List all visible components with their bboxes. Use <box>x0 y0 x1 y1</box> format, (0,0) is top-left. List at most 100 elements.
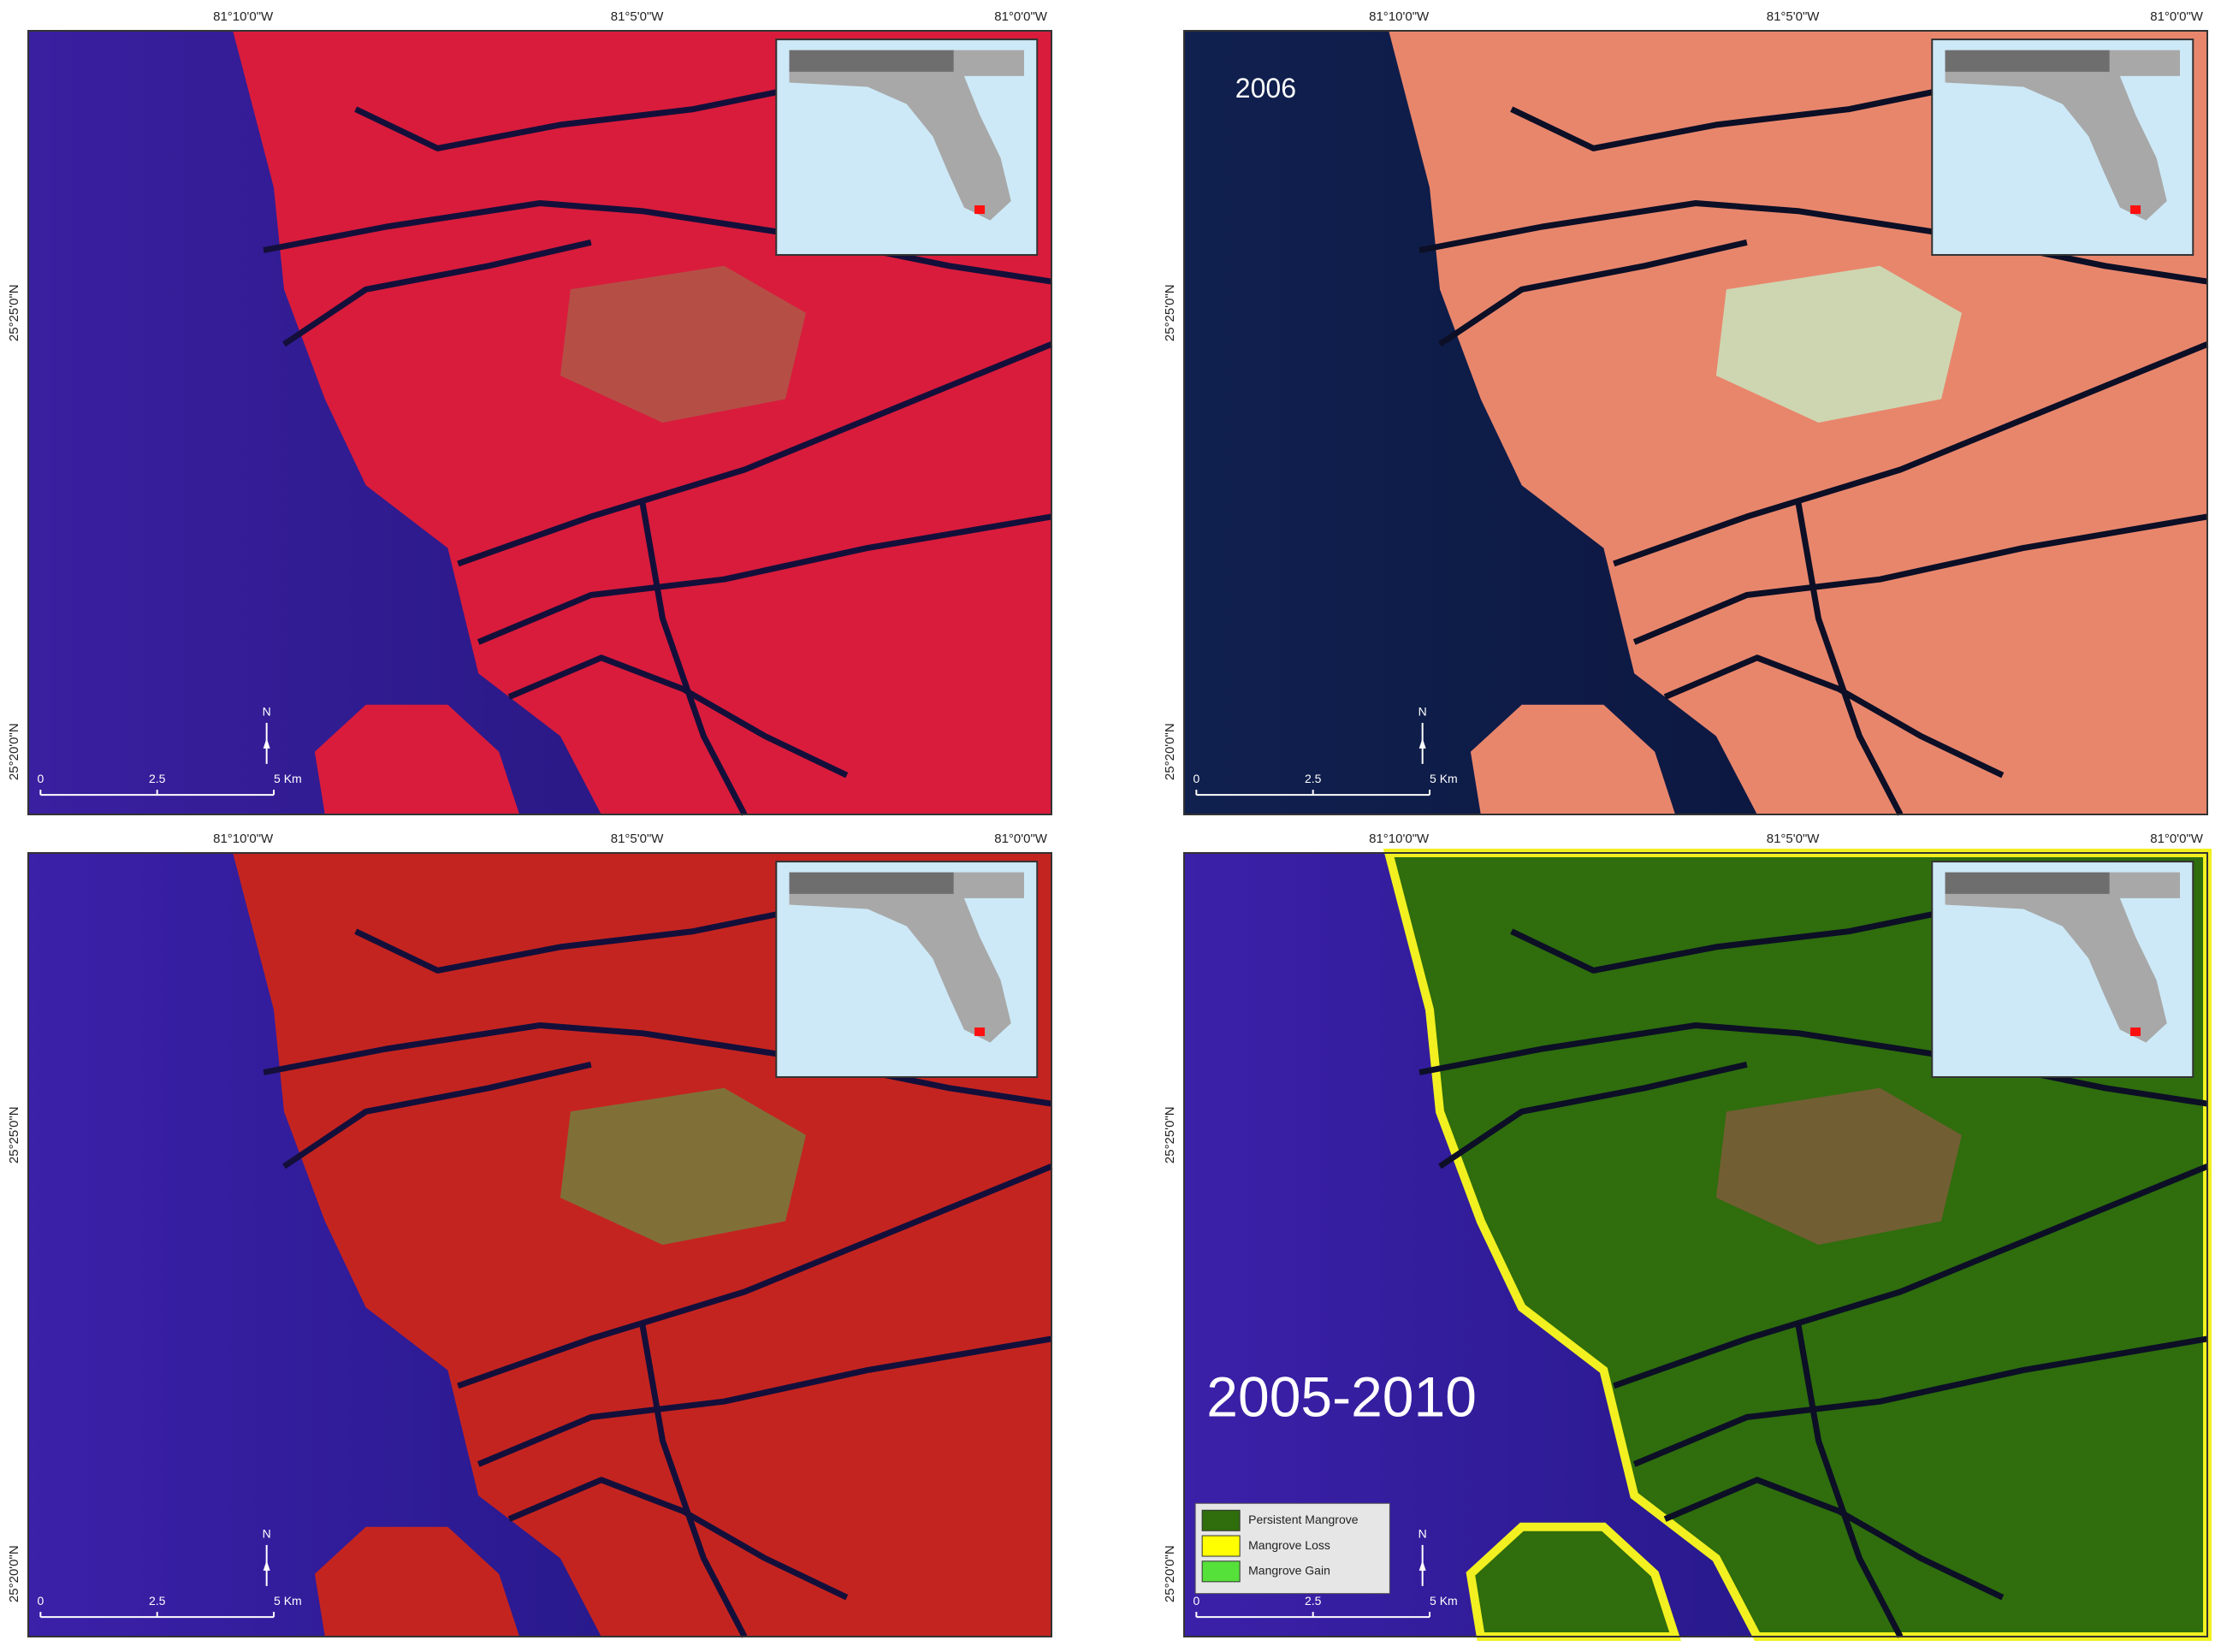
latitude-label: 25°25'0"N <box>1163 284 1177 341</box>
latitude-label: 25°25'0"N <box>7 1106 21 1164</box>
frame <box>1183 852 2208 1637</box>
north-label: N <box>1418 705 1427 719</box>
land-patch <box>1715 265 1962 423</box>
panel-label: 2006 <box>1235 73 1296 104</box>
map-panel: 81°10'0"W 81°5'0"W 81°0'0"W 25°25'0"N 25°20'… <box>7 832 1053 1638</box>
channel <box>507 1477 849 1601</box>
longitude-label: 81°5'0"W <box>611 9 665 24</box>
longitude-label: 81°10'0"W <box>213 9 274 24</box>
inset-map <box>1931 38 2194 256</box>
channel <box>477 513 1052 645</box>
channel <box>1418 200 2208 285</box>
channel <box>1613 341 2209 567</box>
longitude-label: 81°5'0"W <box>611 832 665 846</box>
land <box>1470 704 1676 814</box>
inset-land-north <box>789 872 954 894</box>
land-patch <box>560 1087 806 1245</box>
channel <box>1613 1164 2209 1389</box>
channel <box>1510 74 2004 151</box>
north-label: N <box>263 1527 271 1541</box>
channel <box>354 897 848 974</box>
north-label: N <box>263 705 271 719</box>
inset-map <box>1931 861 2194 1078</box>
scale-label: 0 <box>37 1594 44 1608</box>
panel-label: 2005-2010 <box>1206 1365 1477 1429</box>
north-arrow-head <box>1418 737 1426 749</box>
channel <box>639 1323 748 1638</box>
north-arrow-head <box>1418 1560 1426 1571</box>
study-area <box>974 205 986 215</box>
longitude-label: 81°10'0"W <box>1369 832 1430 846</box>
inset-map <box>775 861 1039 1078</box>
latitude-label: 25°20'0"N <box>7 723 21 780</box>
channel <box>1510 897 2004 974</box>
channel <box>1795 500 1904 816</box>
longitude-label: 81°10'0"W <box>213 832 274 846</box>
latitude-label: 25°25'0"N <box>1163 1106 1177 1164</box>
channel <box>639 500 748 816</box>
inset-land <box>1945 50 2181 221</box>
inset-land-north <box>1945 872 2110 894</box>
longitude-label: 81°0'0"W <box>994 832 1048 846</box>
channel <box>1663 1477 2005 1601</box>
channel <box>1795 1323 1904 1638</box>
longitude-label: 81°0'0"W <box>2150 832 2204 846</box>
channel <box>282 239 592 347</box>
channel <box>282 1061 592 1169</box>
study-area <box>974 1027 986 1037</box>
legend-swatch <box>1201 1535 1241 1557</box>
scale-label: 0 <box>1193 772 1199 785</box>
longitude-label: 81°5'0"W <box>1767 832 1821 846</box>
longitude-label: 81°5'0"W <box>1767 9 1821 24</box>
frame <box>27 30 1052 815</box>
inset-land-north <box>789 50 954 72</box>
scale-label: 5 Km <box>1430 772 1458 785</box>
frame <box>27 852 1052 1637</box>
channel <box>263 200 1052 285</box>
land <box>314 1526 520 1637</box>
channel <box>354 74 848 151</box>
north-arrow-head <box>263 737 270 749</box>
legend-swatch <box>1201 1560 1241 1583</box>
scale-label: 2.5 <box>1305 1594 1322 1608</box>
channel <box>1438 1061 1748 1169</box>
north-arrow-head <box>263 1560 270 1571</box>
legend-label: Mangrove Loss <box>1248 1538 1330 1552</box>
latitude-label: 25°25'0"N <box>7 284 21 341</box>
scale-label: 0 <box>1193 1594 1199 1608</box>
inset-land <box>789 872 1025 1043</box>
scale-label: 2.5 <box>149 772 166 785</box>
map-panel: 81°10'0"W 81°5'0"W 81°0'0"W 25°25'0"N 25°20'… <box>7 9 1053 816</box>
legend-label: Persistent Mangrove <box>1248 1513 1359 1526</box>
channel <box>507 654 849 779</box>
longitude-label: 81°10'0"W <box>1369 9 1430 24</box>
scale-label: 2.5 <box>149 1594 166 1608</box>
channel <box>1632 513 2208 645</box>
inset-land <box>1945 872 2181 1043</box>
scale-label: 2.5 <box>1305 772 1322 785</box>
map-panel: 81°10'0"W 81°5'0"W 81°0'0"W 25°25'0"N 25°20'… <box>1163 832 2212 1641</box>
channel <box>457 1164 1053 1389</box>
latitude-label: 25°20'0"N <box>7 1545 21 1602</box>
inset-land <box>789 50 1025 221</box>
inset-land-north <box>1945 50 2110 72</box>
latitude-label: 25°20'0"N <box>1163 1545 1177 1602</box>
legend-swatch <box>1201 1509 1241 1531</box>
scale-label: 5 Km <box>1430 1594 1458 1608</box>
channel <box>1418 1022 2208 1107</box>
channel <box>1438 239 1748 347</box>
land <box>314 704 520 814</box>
channel <box>477 1335 1052 1467</box>
latitude-label: 25°20'0"N <box>1163 723 1177 780</box>
north-label: N <box>1418 1527 1427 1541</box>
inset-map <box>775 38 1039 256</box>
frame <box>1183 30 2208 815</box>
longitude-label: 81°0'0"W <box>2150 9 2204 24</box>
channel <box>457 341 1053 567</box>
legend-label: Mangrove Gain <box>1248 1564 1330 1578</box>
channel <box>1632 1335 2208 1467</box>
scale-label: 5 Km <box>274 1594 302 1608</box>
longitude-label: 81°0'0"W <box>994 9 1048 24</box>
study-area <box>2130 205 2141 215</box>
